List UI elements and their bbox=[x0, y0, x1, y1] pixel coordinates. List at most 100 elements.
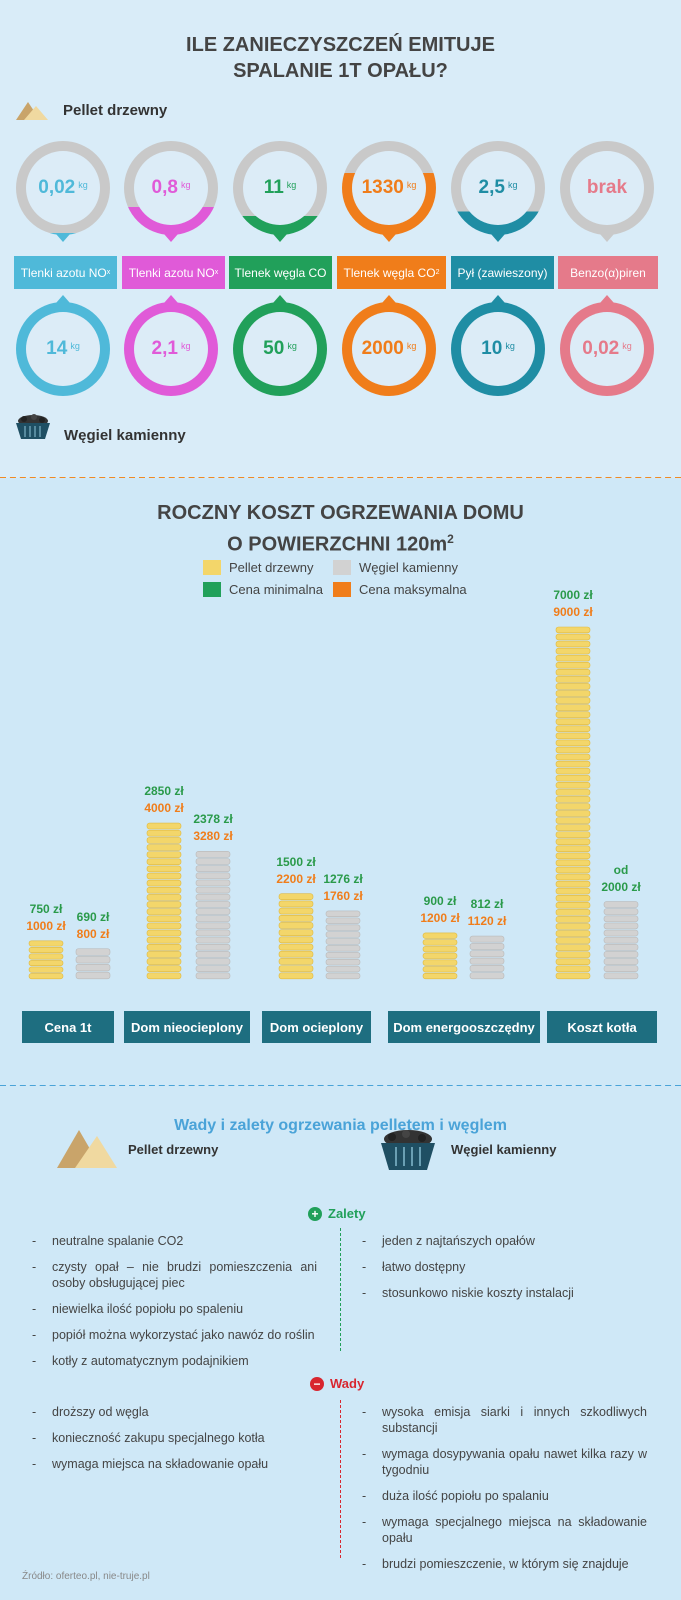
pellet-bar-4-segment bbox=[555, 760, 591, 768]
pellet-bar-1-segment bbox=[146, 837, 182, 844]
list-item: wymaga dosypywania opału nawet kilka raz… bbox=[352, 1446, 647, 1478]
pellet-bar-0-segment bbox=[28, 973, 64, 980]
cost-title-line2: O POWIERZCHNI 120m2 bbox=[0, 526, 681, 558]
coal-gauge-5: 0,02 kg bbox=[560, 302, 654, 396]
pellet-bar-3-segment bbox=[422, 939, 458, 946]
pellet-bar-4-segment bbox=[555, 669, 591, 676]
pellet-bar-4-segment bbox=[555, 951, 591, 958]
legend-swatch bbox=[333, 560, 351, 575]
list-item: stosunkowo niskie koszty instalacji bbox=[352, 1285, 647, 1301]
pollutant-label-3: Tlenek węgla CO 2 bbox=[337, 256, 446, 289]
min-price: 750 zł bbox=[29, 901, 63, 916]
coal-bar-3 bbox=[469, 935, 505, 980]
coal-value: 2,1 bbox=[151, 338, 178, 359]
pellet-bar-4-segment bbox=[555, 690, 591, 697]
legend-label: Cena minimalna bbox=[229, 582, 323, 597]
max-price: 9000 zł bbox=[553, 605, 593, 619]
pellet-gauge-3: 1330 kg bbox=[342, 141, 436, 235]
pollutant-label-0: Tlenki azotu NO x bbox=[14, 256, 117, 289]
pellet-gauge-center: 11 kg bbox=[243, 151, 317, 225]
coal-bar-3-segment bbox=[469, 943, 505, 950]
coal-bar-4 bbox=[603, 901, 639, 980]
coal-bar-2 bbox=[325, 910, 361, 980]
coal-cons-list: wysoka emisja siarki i innych szkodliwyc… bbox=[352, 1404, 647, 1582]
pellet-bar-2-segment bbox=[278, 922, 314, 929]
max-price: 1760 zł bbox=[323, 888, 363, 903]
pellet-bar-0-segment bbox=[28, 953, 64, 960]
source-note: Źródło: oferteo.pl, nie-truje.pl bbox=[22, 1571, 150, 1582]
pellet-pile-icon-large bbox=[57, 1130, 117, 1168]
category-label-3: Dom energooszczędny bbox=[388, 1011, 540, 1043]
pellet-bar-1-segment bbox=[146, 894, 182, 901]
pellet-bar-2 bbox=[278, 893, 314, 980]
pellet-gauge-center: 2,5 kg bbox=[461, 151, 535, 225]
max-price: 1120 zł bbox=[467, 914, 507, 929]
pellet-bar-1-segment bbox=[146, 886, 182, 894]
pellet-bar-2-segment bbox=[278, 943, 314, 951]
pros-cons-title: Wady i zalety ogrzewania pelletem i węgl… bbox=[174, 1117, 507, 1134]
coal-bar-1-segment bbox=[195, 858, 231, 865]
pellet-label: Pellet drzewny bbox=[63, 102, 168, 119]
min-price: od bbox=[613, 862, 629, 877]
pellet-bar-4-segment bbox=[555, 626, 591, 634]
max-price: 2200 zł bbox=[276, 871, 316, 886]
legend-item: Cena minimalna bbox=[203, 582, 323, 597]
pellet-gauge-center: 0,02 kg bbox=[26, 151, 100, 225]
pellet-bar-1-segment bbox=[146, 908, 182, 915]
gauge-pointer bbox=[382, 234, 396, 242]
coal-unit: kg bbox=[180, 341, 191, 351]
pellet-bar-label-3: 900 zł 1200 zł bbox=[405, 893, 475, 927]
coal-value: 0,02 bbox=[582, 338, 620, 359]
coal-bar-0-segment bbox=[75, 948, 111, 956]
min-price: 812 zł bbox=[470, 897, 504, 912]
plus-icon: + bbox=[308, 1206, 322, 1221]
pollutant-subscript: x bbox=[106, 269, 111, 276]
coal-label: Węgiel kamienny bbox=[64, 427, 186, 444]
coal-gauge-center: 2000 kg bbox=[352, 312, 426, 386]
pellet-gauge-1: 0,8 kg bbox=[124, 141, 218, 235]
category-label-0: Cena 1t bbox=[22, 1011, 114, 1043]
pellet-bar-4-segment bbox=[555, 887, 591, 895]
min-price: 1500 zł bbox=[276, 854, 316, 869]
pellet-bar-4-segment bbox=[555, 767, 591, 775]
coal-bar-4-segment bbox=[603, 936, 639, 944]
pellet-bar-4-segment bbox=[555, 873, 591, 881]
pollutant-name: Tlenki azotu NO bbox=[20, 265, 107, 280]
pellet-bar-2-segment bbox=[278, 950, 314, 958]
min-price: 2850 zł bbox=[144, 784, 184, 799]
coal-bar-1-segment bbox=[195, 915, 231, 922]
pellet-bar-3-segment bbox=[422, 959, 458, 966]
pellet-bar-4-segment bbox=[555, 972, 591, 980]
pellet-bar-1 bbox=[146, 822, 182, 980]
pellet-bar-3-segment bbox=[422, 946, 458, 953]
pellet-bar-4-segment bbox=[555, 824, 591, 831]
max-price: 3280 zł bbox=[193, 829, 233, 844]
pellet-gauge-center: brak bbox=[570, 151, 644, 225]
pellet-bar-label-2: 1500 zł 2200 zł bbox=[261, 854, 331, 888]
min-price: 2378 zł bbox=[193, 812, 233, 827]
coal-bar-label-4: od 2000 zł bbox=[586, 862, 656, 896]
coal-bar-1-segment bbox=[195, 972, 231, 980]
coal-gauge-2: 50 kg bbox=[233, 302, 327, 396]
pellet-bar-4-segment bbox=[555, 866, 591, 874]
pellet-value: 0,8 bbox=[151, 177, 178, 198]
gauge-pointer bbox=[600, 295, 614, 303]
pellet-bar-4-segment bbox=[555, 817, 591, 824]
pellet-bar-4-segment bbox=[555, 810, 591, 817]
pellet-bar-3 bbox=[422, 932, 458, 980]
coal-cart-icon-large bbox=[381, 1130, 435, 1170]
min-price: 690 zł bbox=[76, 909, 110, 924]
max-price: 1000 zł bbox=[26, 918, 66, 933]
pellet-bar-2-segment bbox=[278, 929, 314, 936]
coal-bar-4-segment bbox=[603, 901, 639, 908]
coal-bar-1-segment bbox=[195, 879, 231, 887]
coal-gauge-1: 2,1 kg bbox=[124, 302, 218, 396]
pellet-bar-4-segment bbox=[555, 894, 591, 902]
pellet-bar-label-0: 750 zł 1000 zł bbox=[11, 901, 81, 935]
pellet-bar-1-segment bbox=[146, 965, 182, 972]
coal-bar-2-segment bbox=[325, 910, 361, 917]
pollutant-subscript: 2 bbox=[435, 269, 440, 276]
coal-bar-1-segment bbox=[195, 908, 231, 915]
pellet-gauge-4: 2,5 kg bbox=[451, 141, 545, 235]
coal-bar-1-segment bbox=[195, 865, 231, 872]
